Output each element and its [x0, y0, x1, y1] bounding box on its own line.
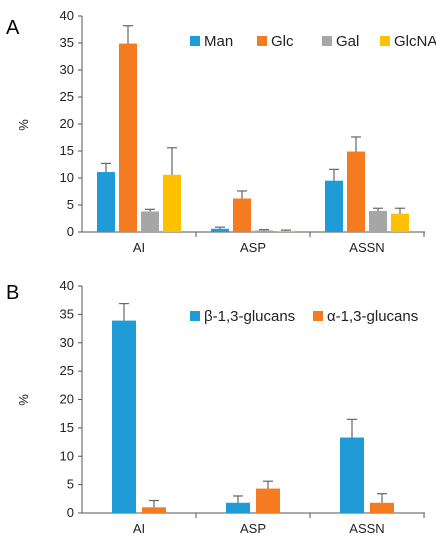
bar-asp-1 [233, 198, 251, 232]
y-tick-label: 0 [67, 505, 74, 520]
y-tick-label: 0 [67, 224, 74, 239]
bar-ai-2 [141, 211, 159, 232]
legend-entry: β-1,3-glucans [204, 308, 295, 325]
y-tick-label: 25 [60, 89, 74, 104]
x-tick-label: AI [133, 240, 145, 255]
legend-swatch [257, 36, 267, 46]
x-tick-label: ASP [240, 521, 266, 536]
bar-ai-0 [97, 172, 115, 232]
y-tick-label: 25 [60, 363, 74, 378]
bar-assn-1 [347, 151, 365, 232]
bar-ai-1 [142, 507, 166, 513]
bar-assn-1 [370, 502, 394, 513]
legend-entry: α-1,3-glucans [327, 308, 418, 325]
bar-assn-3 [391, 213, 409, 232]
y-tick-label: 40 [60, 278, 74, 293]
y-tick-label: 20 [60, 392, 74, 407]
bar-assn-0 [340, 437, 364, 513]
y-axis-label: % [16, 394, 31, 406]
y-tick-label: 35 [60, 306, 74, 321]
bar-asp-2 [255, 230, 273, 232]
x-tick-label: ASSN [349, 240, 384, 255]
legend-entry: Man [204, 33, 233, 50]
panel-letter: A [6, 17, 20, 39]
bar-asp-3 [277, 230, 295, 232]
x-tick-label: ASP [240, 240, 266, 255]
panel-a-chart: A 0 5 10 15 20 25 30 35 40% AI ASP ASSN Man Glc Gal GlcN… [6, 8, 436, 255]
y-tick-label: 15 [60, 143, 74, 158]
y-tick-label: 15 [60, 420, 74, 435]
y-tick-label: 5 [67, 477, 74, 492]
bar-asp-0 [211, 228, 229, 232]
y-tick-label: 30 [60, 62, 74, 77]
legend-swatch [313, 311, 323, 321]
y-axis-label: % [16, 119, 31, 131]
y-tick-label: 20 [60, 116, 74, 131]
bar-ai-0 [112, 320, 136, 513]
y-tick-label: 5 [67, 197, 74, 212]
bar-asp-0 [226, 502, 250, 513]
y-tick-label: 40 [60, 8, 74, 23]
legend-swatch [190, 311, 200, 321]
x-tick-label: ASSN [349, 521, 384, 536]
bar-assn-2 [369, 210, 387, 232]
y-tick-label: 35 [60, 35, 74, 50]
y-tick-label: 10 [60, 448, 74, 463]
bar-ai-3 [163, 174, 181, 232]
x-tick-label: AI [133, 521, 145, 536]
bar-ai-1 [119, 43, 137, 232]
legend-entry: GlcNAc [394, 33, 436, 50]
legend-entry: Gal [336, 33, 359, 50]
y-tick-label: 30 [60, 335, 74, 350]
legend-swatch [322, 36, 332, 46]
bar-asp-1 [256, 488, 280, 513]
panel-letter: B [6, 282, 19, 304]
y-tick-label: 10 [60, 170, 74, 185]
legend-entry: Glc [271, 33, 294, 50]
legend-swatch [380, 36, 390, 46]
panel-b-chart: B 0 5 10 15 20 25 30 35 40% AI ASP ASSN β-1,3-glucans… [6, 278, 425, 536]
legend-swatch [190, 36, 200, 46]
bar-assn-0 [325, 180, 343, 232]
